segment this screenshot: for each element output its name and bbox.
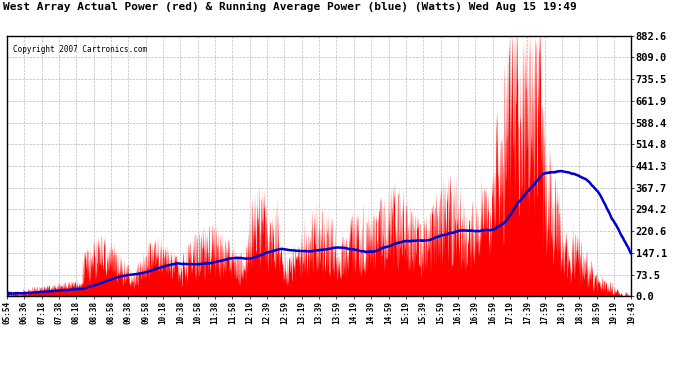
Text: Copyright 2007 Cartronics.com: Copyright 2007 Cartronics.com <box>13 45 147 54</box>
Text: West Array Actual Power (red) & Running Average Power (blue) (Watts) Wed Aug 15 : West Array Actual Power (red) & Running … <box>3 2 578 12</box>
